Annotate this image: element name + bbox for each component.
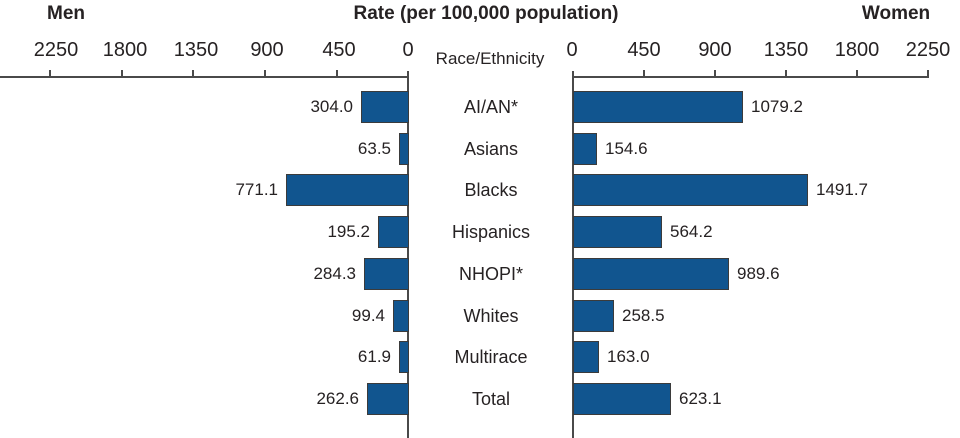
men-value-label: 61.9: [357, 347, 391, 366]
women-group-label: Women: [861, 3, 931, 24]
men-value-label: 284.3: [313, 264, 356, 283]
axis-tick: [714, 70, 716, 78]
axis-tick: [643, 70, 645, 78]
axis-tick-label: 1350: [763, 39, 809, 61]
race-ethnicity-axis-label: Race/Ethnicity: [435, 49, 545, 68]
men-bar: [361, 91, 409, 123]
women-value-label: 1079.2: [751, 97, 803, 116]
chart-row: 99.4 Whites 258.5: [0, 300, 960, 332]
women-bar: [573, 133, 597, 165]
chart-row: 284.3 NHOPI* 989.6: [0, 258, 960, 290]
chart-row: 195.2 Hispanics 564.2: [0, 216, 960, 248]
chart-row: 61.9 Multirace 163.0: [0, 341, 960, 373]
women-bar: [573, 383, 671, 415]
axis-tick-label: 900: [698, 39, 732, 61]
axis-tick-label: 1350: [173, 39, 219, 61]
right-axis-line: [572, 76, 929, 78]
men-value-label: 262.6: [316, 389, 359, 408]
axis-tick-label: 450: [627, 39, 661, 61]
women-bar: [573, 258, 729, 290]
category-label: Total: [471, 389, 511, 409]
women-value-label: 154.6: [605, 139, 648, 158]
axis-tick: [856, 70, 858, 78]
axis-tick-label: 2250: [33, 39, 79, 61]
axis-tick-label: 0: [402, 39, 414, 61]
chart-row: 771.1 Blacks 1491.7: [0, 174, 960, 206]
men-bar: [364, 258, 409, 290]
men-value-label: 304.0: [310, 97, 353, 116]
category-label: Hispanics: [451, 222, 531, 242]
chart-row: 304.0 AI/AN* 1079.2: [0, 91, 960, 123]
axis-tick-label: 2250: [905, 39, 951, 61]
men-zero-baseline: [407, 71, 409, 438]
axis-tick-label: 900: [250, 39, 284, 61]
men-value-label: 771.1: [235, 180, 278, 199]
axis-tick: [49, 70, 51, 78]
women-value-label: 163.0: [607, 347, 650, 366]
axis-tick: [336, 70, 338, 78]
axis-tick: [192, 70, 194, 78]
women-value-label: 623.1: [679, 389, 722, 408]
men-bar: [393, 300, 409, 332]
axis-tick: [785, 70, 787, 78]
women-zero-baseline: [572, 71, 574, 438]
men-bar: [399, 133, 409, 165]
category-label: Multirace: [454, 347, 528, 367]
category-label: Asians: [463, 139, 519, 159]
chart-row: 262.6 Total 623.1: [0, 383, 960, 415]
axis-tick-label: 1800: [834, 39, 880, 61]
men-bar: [378, 216, 409, 248]
axis-tick-label: 0: [566, 39, 578, 61]
women-value-label: 564.2: [670, 222, 713, 241]
axis-tick-label: 1800: [102, 39, 148, 61]
axis-tick: [121, 70, 123, 78]
axis-tick: [264, 70, 266, 78]
category-label: Blacks: [464, 180, 518, 200]
category-label: AI/AN*: [463, 97, 519, 117]
category-label: Whites: [463, 306, 519, 326]
left-axis-line: [0, 76, 409, 78]
men-bar: [399, 341, 409, 373]
men-value-label: 99.4: [351, 306, 385, 325]
women-bar: [573, 300, 614, 332]
women-bar: [573, 174, 808, 206]
men-group-label: Men: [47, 3, 85, 24]
women-bar: [573, 341, 599, 373]
chart-row: 63.5 Asians 154.6: [0, 133, 960, 165]
men-value-label: 195.2: [327, 222, 370, 241]
category-label: NHOPI*: [458, 264, 523, 284]
women-bar: [573, 91, 743, 123]
men-bar: [367, 383, 409, 415]
women-value-label: 1491.7: [816, 180, 868, 199]
women-value-label: 258.5: [622, 306, 665, 325]
axis-tick-label: 450: [322, 39, 356, 61]
men-value-label: 63.5: [357, 139, 391, 158]
men-bar: [286, 174, 409, 206]
axis-tick: [927, 70, 929, 78]
chart-title: Rate (per 100,000 population): [353, 3, 619, 24]
women-value-label: 989.6: [737, 264, 780, 283]
women-bar: [573, 216, 662, 248]
